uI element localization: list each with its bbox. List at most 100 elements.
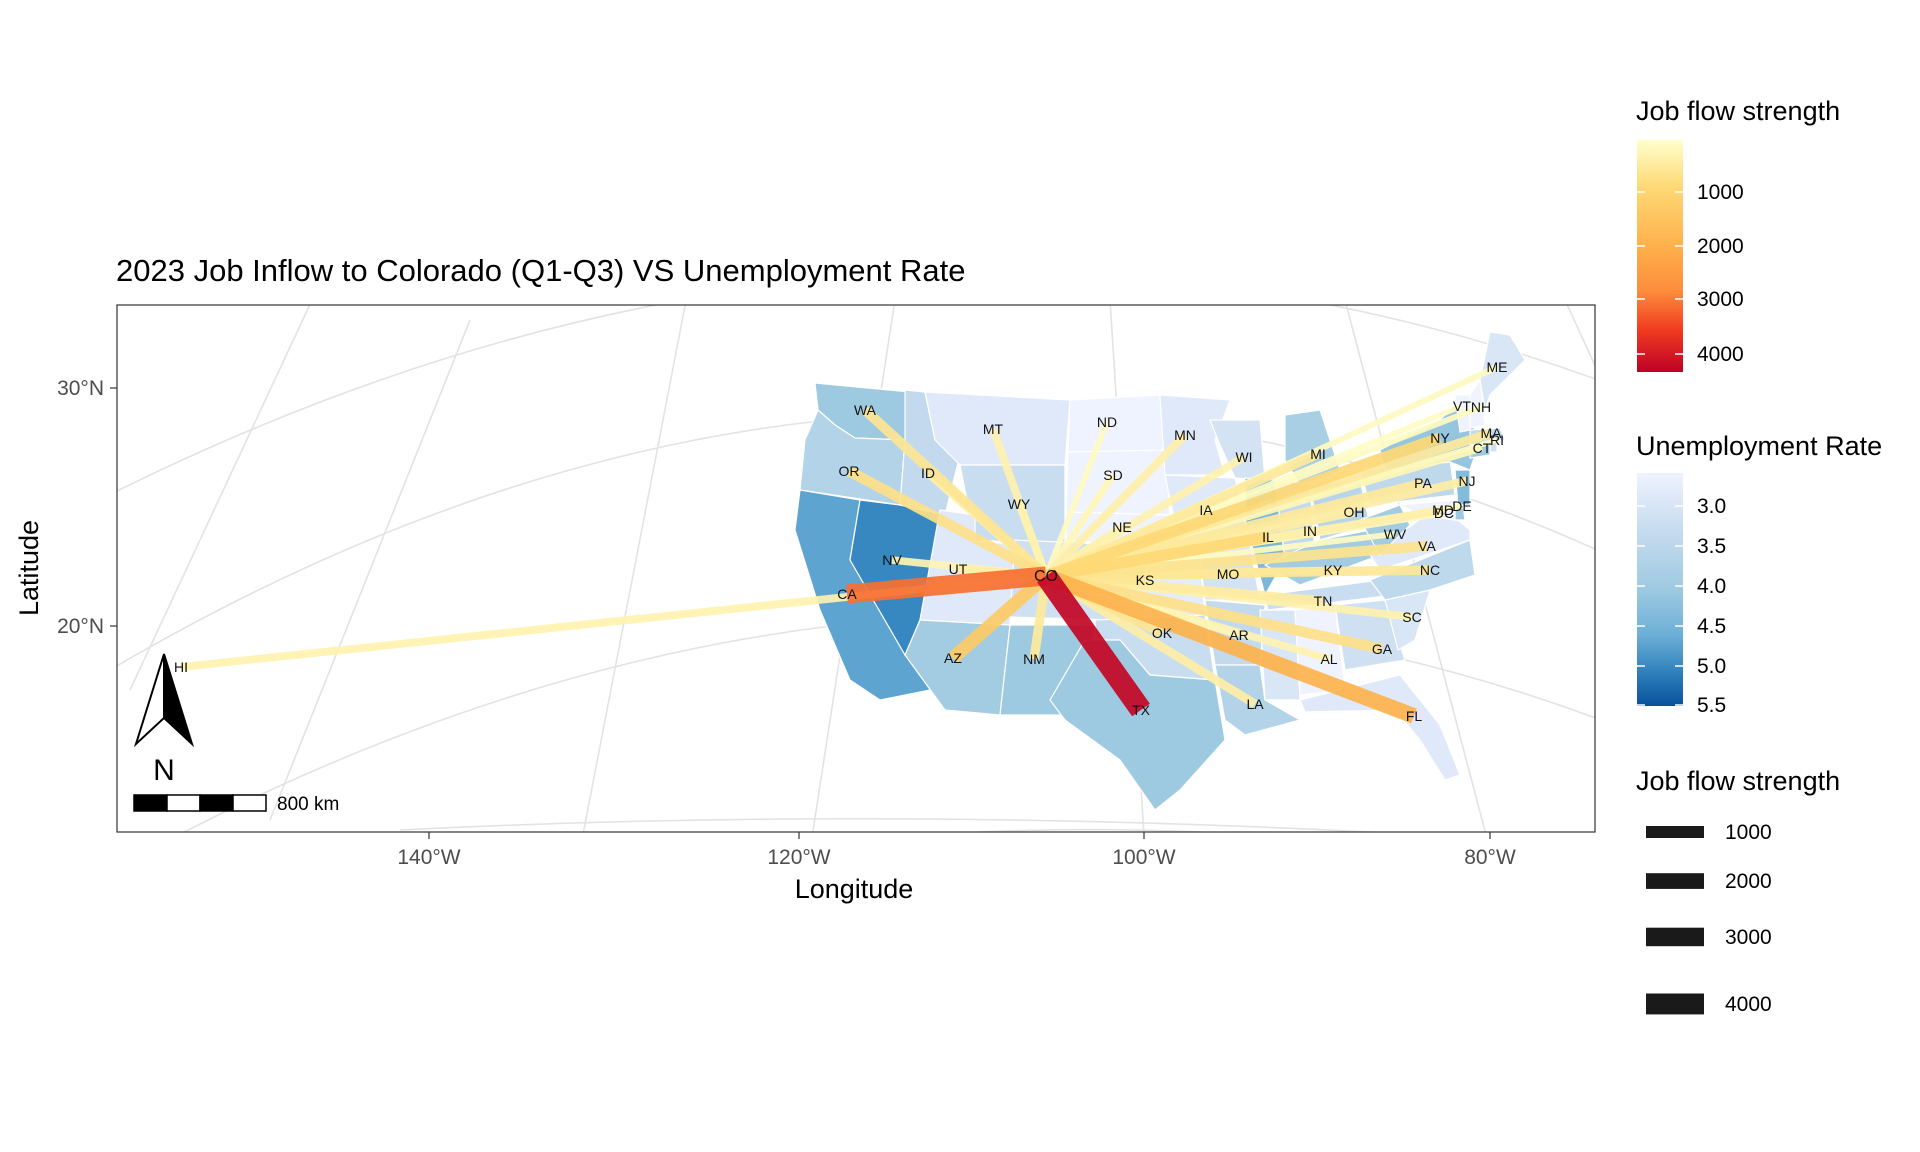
state-label-va: VA xyxy=(1418,538,1436,554)
state-label-il: IL xyxy=(1262,529,1274,545)
state-label-nm: NM xyxy=(1023,651,1045,667)
state-label-wi: WI xyxy=(1235,449,1252,465)
x-axis-label: Longitude xyxy=(795,874,914,904)
state-label-la: LA xyxy=(1246,696,1264,712)
legend-unemployment-title: Unemployment Rate xyxy=(1636,431,1882,461)
flow-line-mt xyxy=(989,427,1050,578)
scale-bar: 800 km xyxy=(133,794,339,815)
x-tick-label: 100°W xyxy=(1112,846,1175,869)
state-label-fl: FL xyxy=(1406,708,1423,724)
state-label-ga: GA xyxy=(1372,641,1393,657)
flow-lines xyxy=(180,364,1499,724)
state-label-nj: NJ xyxy=(1458,473,1475,489)
legend-flow-width-title: Job flow strength xyxy=(1636,766,1840,796)
legend-unemployment-tick: 3.0 xyxy=(1697,495,1726,518)
panel-border xyxy=(116,304,1596,833)
legend-flow-colorbar xyxy=(1637,140,1683,372)
state-label-dc: DC xyxy=(1434,505,1454,521)
legend-flow-width: Job flow strength 1000 2000 3000 4000 xyxy=(1636,766,1840,1016)
state-label-wv: WV xyxy=(1384,526,1407,542)
legend-width-key xyxy=(1646,873,1704,889)
state-label-ne: NE xyxy=(1112,519,1131,535)
state-label-nd: ND xyxy=(1097,414,1117,430)
state-label-ut: UT xyxy=(949,561,968,577)
state-label-tn: TN xyxy=(1314,593,1333,609)
state-me xyxy=(1479,331,1526,411)
state-label-co: CO xyxy=(1034,568,1058,585)
y-tick-label: 30°N xyxy=(57,377,104,400)
legend-unemployment-tick: 5.0 xyxy=(1697,655,1726,678)
state-label-pa: PA xyxy=(1414,475,1432,491)
state-label-ma: MA xyxy=(1481,425,1503,441)
legend-width-label: 1000 xyxy=(1725,821,1772,844)
state-label-wy: WY xyxy=(1008,496,1031,512)
state-tx xyxy=(1049,639,1226,811)
state-label-ia: IA xyxy=(1199,502,1213,518)
flow-line-az xyxy=(948,571,1051,663)
flow-line-va xyxy=(1045,540,1428,582)
state-labels: WA OR CA NV ID MT WY UT AZ NM ND SD NE KS OK TX MN IA MO AR… xyxy=(174,359,1508,724)
state-label-ny: NY xyxy=(1430,430,1450,446)
legend-unemployment-tick: 4.5 xyxy=(1697,615,1726,638)
state-fl xyxy=(1299,674,1461,781)
flow-line-il xyxy=(1045,531,1269,582)
state-label-de: DE xyxy=(1452,498,1471,514)
state-label-me: ME xyxy=(1487,359,1508,375)
y-axis-label: Latitude xyxy=(14,520,44,616)
north-arrow-label: N xyxy=(153,754,175,787)
state-label-md: MD xyxy=(1432,502,1454,518)
flow-line-ca xyxy=(846,566,1047,604)
state-label-in: IN xyxy=(1303,523,1317,539)
legend-width-label: 4000 xyxy=(1725,993,1772,1016)
flow-line-tx xyxy=(1037,569,1150,717)
legend-width-label: 3000 xyxy=(1725,926,1772,949)
state-label-vt: VT xyxy=(1453,398,1471,414)
state-label-oh: OH xyxy=(1344,504,1365,520)
state-label-tx: TX xyxy=(1132,702,1151,718)
state-label-ri: RI xyxy=(1490,432,1504,448)
legend-flow-color: Job flow strength 1000 2000 3000 4000 xyxy=(1636,96,1840,372)
state-label-nc: NC xyxy=(1420,562,1440,578)
chart-title: 2023 Job Inflow to Colorado (Q1-Q3) VS U… xyxy=(116,253,965,288)
state-label-ok: OK xyxy=(1152,625,1173,641)
state-nh xyxy=(1469,378,1486,429)
legend-flow-color-tick: 3000 xyxy=(1697,288,1744,311)
state-label-wa: WA xyxy=(854,402,877,418)
x-tick-label: 140°W xyxy=(397,846,460,869)
state-label-nv: NV xyxy=(882,552,902,568)
state-label-ks: KS xyxy=(1136,572,1155,588)
legend-width-key xyxy=(1646,826,1704,838)
state-label-sc: SC xyxy=(1402,609,1421,625)
legend-flow-color-tick: 1000 xyxy=(1697,181,1744,204)
state-label-sd: SD xyxy=(1103,467,1122,483)
state-label-az: AZ xyxy=(944,650,962,666)
legend-flow-color-tick: 2000 xyxy=(1697,235,1744,258)
legend-unemployment-colorbar xyxy=(1637,473,1683,706)
legend-width-key xyxy=(1646,993,1704,1015)
flow-line-ga xyxy=(1044,570,1384,655)
legend-width-label: 2000 xyxy=(1725,870,1772,893)
flow-line-fl xyxy=(1043,568,1417,724)
legend-unemployment: Unemployment Rate 3.0 3.5 4.0 4.5 5.0 5.5 xyxy=(1636,431,1882,717)
legend-unemployment-tick: 3.5 xyxy=(1697,535,1726,558)
state-label-id: ID xyxy=(921,465,935,481)
state-label-or: OR xyxy=(839,463,860,479)
north-arrow-right-half xyxy=(163,653,195,748)
flow-line-nd xyxy=(1043,420,1110,578)
legend-width-key xyxy=(1646,927,1704,947)
state-label-mi: MI xyxy=(1310,446,1326,462)
flow-line-wa xyxy=(861,406,1050,580)
flow-line-mn xyxy=(1043,432,1188,579)
north-arrow: N xyxy=(133,653,195,787)
state-label-nh: NH xyxy=(1471,399,1491,415)
state-label-mn: MN xyxy=(1174,427,1196,443)
state-label-mt: MT xyxy=(983,421,1004,437)
y-tick-label: 20°N xyxy=(57,615,104,638)
y-axis-ticks: 30°N 20°N xyxy=(57,377,117,638)
flow-line-or xyxy=(846,466,1049,581)
state-label-al: AL xyxy=(1320,651,1337,667)
state-label-ca: CA xyxy=(837,586,857,602)
legend-flow-color-title: Job flow strength xyxy=(1636,96,1840,126)
state-label-ar: AR xyxy=(1229,627,1248,643)
